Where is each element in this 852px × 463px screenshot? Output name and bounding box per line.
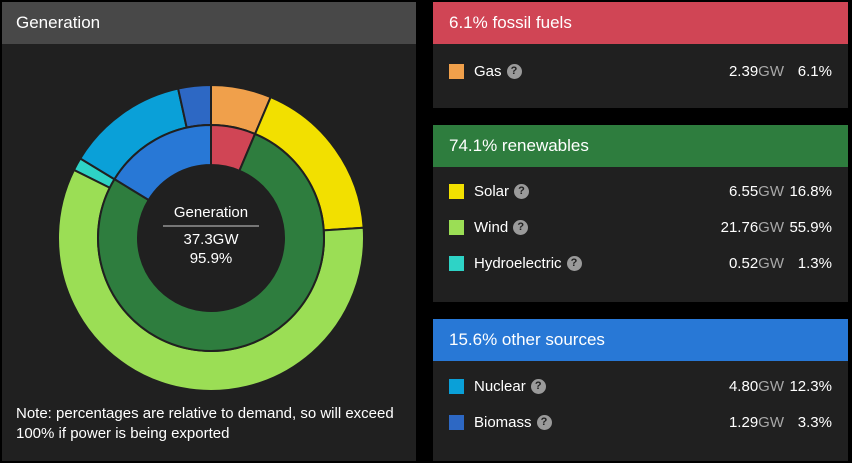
donut-hole xyxy=(138,165,284,311)
source-name: Hydroelectric xyxy=(474,254,562,272)
source-row-gas: Gas ? 2.39GW 6.1% xyxy=(449,60,832,82)
wind-swatch xyxy=(449,219,464,235)
source-pct: 1.3% xyxy=(797,254,832,272)
source-name: Nuclear xyxy=(474,377,526,395)
renewables-card: 74.1% renewables Solar ? 6.55GW 16.8% Wi… xyxy=(433,125,848,302)
source-gw: 6.55 xyxy=(728,182,759,200)
other-sources-card: 15.6% other sources Nuclear ? 4.80GW 12.… xyxy=(433,319,848,461)
source-row-solar: Solar ? 6.55GW 16.8% xyxy=(449,180,832,202)
source-unit: GW xyxy=(758,182,784,200)
source-pct: 16.8% xyxy=(789,182,832,200)
nuclear-swatch xyxy=(449,378,464,394)
help-icon[interactable]: ? xyxy=(514,183,530,199)
source-unit: GW xyxy=(758,254,784,272)
source-pct: 3.3% xyxy=(797,413,832,431)
biomass-swatch xyxy=(449,414,464,430)
solar-swatch xyxy=(449,183,464,199)
source-gw: 0.52 xyxy=(728,254,759,272)
renewables-header: 74.1% renewables xyxy=(433,125,848,167)
gas-swatch xyxy=(449,63,464,79)
help-icon[interactable]: ? xyxy=(536,414,552,430)
source-pct: 12.3% xyxy=(789,377,832,395)
other-sources-header: 15.6% other sources xyxy=(433,319,848,361)
hydroelectric-swatch xyxy=(449,255,464,271)
source-unit: GW xyxy=(758,62,784,80)
help-icon[interactable]: ? xyxy=(566,255,582,271)
generation-panel: Generation Generation 37.3GW 95.9% Note:… xyxy=(2,2,416,461)
generation-donut-chart: Generation 37.3GW 95.9% xyxy=(57,83,365,392)
source-unit: GW xyxy=(758,413,784,431)
source-name: Biomass xyxy=(474,413,532,431)
generation-note: Note: percentages are relative to demand… xyxy=(16,405,394,442)
fossil-fuels-card: 6.1% fossil fuels Gas ? 2.39GW 6.1% xyxy=(433,2,848,108)
generation-header: Generation xyxy=(2,2,416,44)
source-row-wind: Wind ? 21.76GW 55.9% xyxy=(449,216,832,238)
source-name: Wind xyxy=(474,218,509,236)
source-pct: 55.9% xyxy=(789,218,832,236)
source-row-biomass: Biomass ? 1.29GW 3.3% xyxy=(449,411,832,433)
fossil-fuels-header: 6.1% fossil fuels xyxy=(433,2,848,44)
donut-center-pct: 95.9% xyxy=(190,250,233,267)
source-unit: GW xyxy=(758,377,784,395)
source-pct: 6.1% xyxy=(797,62,832,80)
source-gw: 2.39 xyxy=(728,62,759,80)
source-row-hydroelectric: Hydroelectric ? 0.52GW 1.3% xyxy=(449,252,832,274)
donut-center-value: 37.3GW xyxy=(183,231,239,248)
source-gw: 21.76 xyxy=(720,218,759,236)
help-icon[interactable]: ? xyxy=(506,63,522,79)
source-row-nuclear: Nuclear ? 4.80GW 12.3% xyxy=(449,375,832,397)
help-icon[interactable]: ? xyxy=(513,219,529,235)
source-name: Gas xyxy=(474,62,502,80)
source-gw: 1.29 xyxy=(728,413,759,431)
source-name: Solar xyxy=(474,182,510,200)
donut-center-title: Generation xyxy=(174,204,248,221)
source-gw: 4.80 xyxy=(728,377,759,395)
help-icon[interactable]: ? xyxy=(530,378,546,394)
source-unit: GW xyxy=(758,218,784,236)
